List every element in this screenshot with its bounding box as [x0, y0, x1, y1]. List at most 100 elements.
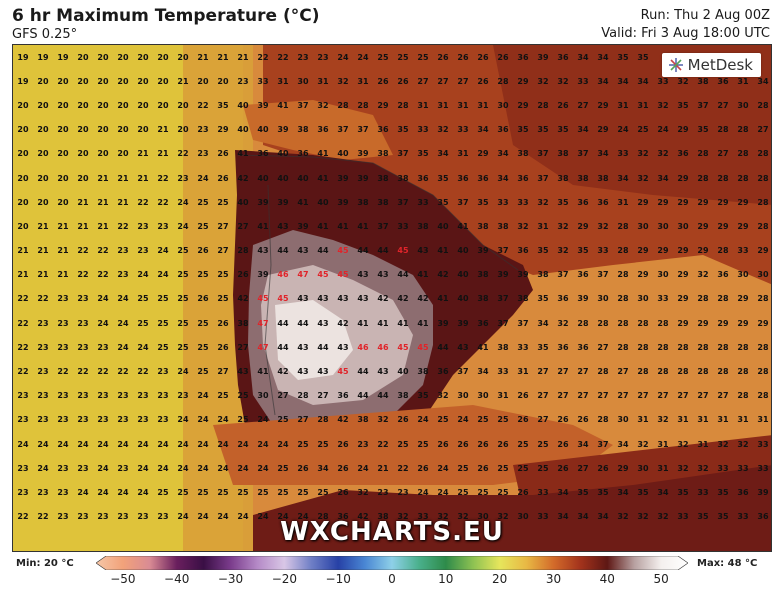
temperature-value: 41	[397, 318, 409, 328]
temperature-value: 25	[397, 439, 409, 449]
temperature-value: 24	[137, 439, 149, 449]
temperature-value: 34	[437, 149, 449, 159]
metdesk-logo-icon	[668, 58, 683, 72]
temperature-value: 33	[497, 367, 509, 377]
temperature-value: 27	[237, 342, 249, 352]
temperature-value: 27	[317, 391, 329, 401]
temperature-value: 38	[597, 173, 609, 183]
temperature-value: 21	[157, 125, 169, 135]
temperature-value: 29	[377, 100, 389, 110]
temperature-value: 20	[97, 125, 109, 135]
temperature-value: 22	[197, 100, 209, 110]
temperature-value: 38	[417, 367, 429, 377]
temperature-value: 20	[57, 173, 69, 183]
temperature-value: 43	[297, 294, 309, 304]
temperature-value: 27	[717, 100, 729, 110]
temperature-value: 22	[77, 367, 89, 377]
temperature-value: 42	[397, 294, 409, 304]
temperature-value: 41	[257, 221, 269, 231]
temperature-value: 28	[757, 342, 769, 352]
temperature-value: 29	[577, 221, 589, 231]
temperature-value: 38	[377, 197, 389, 207]
temperature-value: 22	[177, 149, 189, 159]
temperature-value: 22	[137, 197, 149, 207]
colorbar-tick-label: 30	[545, 572, 562, 586]
temperature-value: 30	[457, 391, 469, 401]
temperature-value: 25	[637, 125, 649, 135]
temperature-value: 30	[477, 512, 489, 522]
temperature-value: 31	[637, 100, 649, 110]
temperature-value: 41	[357, 318, 369, 328]
temperature-value: 25	[397, 52, 409, 62]
temperature-value: 29	[677, 173, 689, 183]
temperature-value: 27	[577, 100, 589, 110]
temperature-value: 31	[437, 100, 449, 110]
temperature-value: 35	[677, 100, 689, 110]
temperature-value: 38	[377, 173, 389, 183]
temperature-value: 23	[77, 342, 89, 352]
temperature-value: 39	[337, 173, 349, 183]
temperature-value: 35	[437, 197, 449, 207]
temperature-value: 45	[337, 270, 349, 280]
temperature-value: 24	[97, 318, 109, 328]
colorbar-tick-label: 20	[491, 572, 508, 586]
temperature-value: 35	[557, 125, 569, 135]
temperature-value: 32	[597, 221, 609, 231]
temperature-value: 24	[17, 439, 29, 449]
temperature-value: 30	[757, 270, 769, 280]
temperature-value: 23	[137, 391, 149, 401]
temperature-value: 28	[677, 342, 689, 352]
temperature-value: 24	[97, 463, 109, 473]
temperature-value: 20	[117, 76, 129, 86]
temperature-value: 39	[457, 318, 469, 328]
temperature-value: 35	[637, 487, 649, 497]
temperature-value: 31	[277, 76, 289, 86]
temperature-value: 27	[617, 391, 629, 401]
temperature-value: 43	[317, 294, 329, 304]
temperature-value: 27	[637, 391, 649, 401]
temperature-value: 28	[317, 512, 329, 522]
temperature-value: 36	[577, 270, 589, 280]
colorbar-tick-label: 40	[599, 572, 615, 586]
temperature-value: 34	[497, 149, 509, 159]
temperature-value: 25	[297, 439, 309, 449]
temperature-value: 34	[597, 76, 609, 86]
temperature-value: 23	[17, 463, 29, 473]
temperature-value: 23	[77, 318, 89, 328]
temperature-value: 32	[637, 149, 649, 159]
temperature-value: 25	[217, 270, 229, 280]
temperature-value: 28	[617, 294, 629, 304]
colorbar-tick-label: −20	[271, 572, 298, 586]
temperature-value: 27	[437, 76, 449, 86]
temperature-value: 27	[617, 367, 629, 377]
temperature-value: 23	[77, 463, 89, 473]
temperature-value: 26	[577, 415, 589, 425]
temperature-value: 37	[397, 197, 409, 207]
temperature-value: 24	[117, 318, 129, 328]
temperature-value: 35	[597, 487, 609, 497]
temperature-value: 23	[77, 294, 89, 304]
temperature-value: 29	[657, 197, 669, 207]
temperature-value: 44	[377, 246, 389, 256]
temperature-value: 31	[657, 439, 669, 449]
temperature-value: 29	[477, 149, 489, 159]
temperature-value: 38	[577, 173, 589, 183]
temperature-value: 23	[37, 487, 49, 497]
temperature-value: 21	[57, 270, 69, 280]
temperature-value: 26	[217, 173, 229, 183]
temperature-value: 24	[217, 512, 229, 522]
temperature-value: 26	[477, 439, 489, 449]
temperature-value: 35	[717, 512, 729, 522]
temperature-value: 32	[317, 100, 329, 110]
temperature-value: 40	[237, 197, 249, 207]
temperature-value: 28	[617, 342, 629, 352]
temperature-value: 28	[697, 294, 709, 304]
temperature-value: 24	[197, 391, 209, 401]
temperature-value: 41	[337, 221, 349, 231]
temperature-value: 21	[97, 221, 109, 231]
temperature-value: 27	[577, 367, 589, 377]
temperature-value: 37	[377, 221, 389, 231]
temperature-value: 36	[557, 342, 569, 352]
temperature-value: 27	[297, 415, 309, 425]
temperature-value: 24	[277, 512, 289, 522]
